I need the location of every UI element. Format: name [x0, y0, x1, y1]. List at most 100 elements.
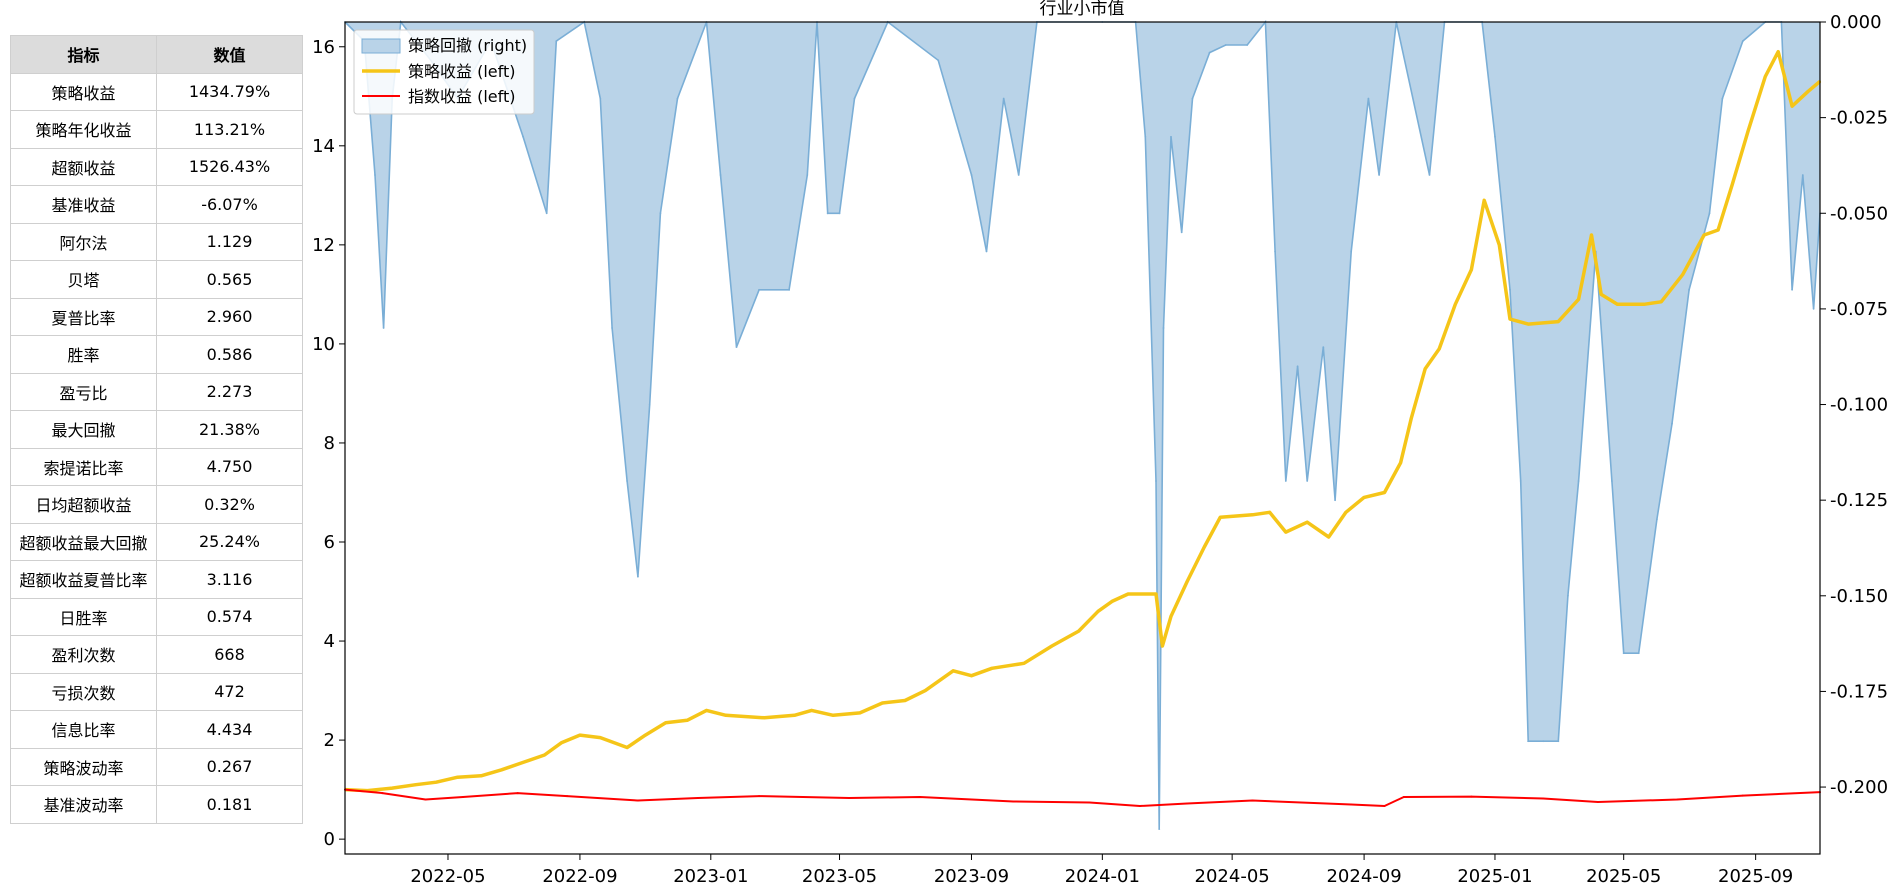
index-return-line: [344, 788, 1821, 807]
strategy-return-point: [500, 768, 503, 771]
metrics-row: 盈亏比 2.273: [10, 372, 303, 411]
drawdown-point: [1274, 250, 1276, 253]
legend-strategy-label: 策略收益 (left): [408, 62, 516, 81]
drawdown-point: [1002, 97, 1005, 100]
strategy-return-point: [644, 734, 647, 737]
strategy-return-point: [1600, 293, 1603, 296]
index-return-point: [848, 797, 851, 799]
index-return-point: [758, 795, 761, 798]
strategy-return-point: [1186, 580, 1189, 583]
strategy-return-point: [1097, 610, 1100, 613]
drawdown-point: [382, 327, 385, 329]
strategy-return-point: [924, 689, 927, 692]
metric-value: 3.116: [156, 560, 303, 599]
drawdown-point: [1322, 346, 1325, 348]
strategy-return-point: [599, 736, 602, 739]
metric-value: 0.586: [156, 335, 303, 374]
drawdown-point: [826, 212, 829, 215]
y-left-tick-label: 12: [312, 235, 335, 256]
metrics-row: 策略收益 1434.79%: [10, 72, 303, 111]
strategy-return-point: [456, 776, 459, 779]
drawdown-point: [1494, 135, 1496, 138]
index-return-point: [1088, 801, 1091, 804]
drawdown-point: [1519, 480, 1522, 482]
metric-name: 索提诺比率: [10, 447, 157, 486]
metric-value: 113.21%: [156, 110, 303, 149]
strategy-return-point: [793, 714, 796, 717]
drawdown-point: [1671, 422, 1673, 425]
drawdown-point: [1158, 828, 1161, 830]
legend-drawdown-swatch: [361, 38, 401, 54]
drawdown-point: [788, 288, 790, 291]
metric-name: 亏损次数: [10, 672, 157, 711]
y-left-tick-label: 14: [312, 136, 335, 157]
index-return-point: [1012, 800, 1015, 803]
strategy-return-point: [1557, 320, 1560, 323]
drawdown-point: [1017, 174, 1020, 176]
metric-name: 策略年化收益: [10, 110, 157, 149]
metric-name: 阿尔法: [10, 222, 157, 261]
drawdown-point: [1208, 51, 1211, 54]
drawdown-point: [1170, 135, 1172, 138]
strategy-return-point: [1470, 268, 1473, 271]
drawdown-point: [1812, 308, 1815, 310]
metric-name: 日均超额收益: [10, 485, 157, 524]
drawdown-point: [1306, 480, 1309, 482]
index-return-point: [516, 792, 519, 795]
index-return-point: [1402, 796, 1405, 798]
metrics-row: 日胜率 0.574: [10, 597, 303, 636]
x-tick-label: 2022-09: [542, 866, 617, 887]
strategy-return-point: [881, 702, 884, 704]
drawdown-point: [1367, 97, 1370, 100]
strategy-return-point: [1527, 323, 1530, 326]
strategy-return-point: [1717, 229, 1720, 231]
strategy-return-point: [1155, 593, 1157, 595]
metric-name: 最大回撤: [10, 410, 157, 449]
metric-value: 0.181: [156, 785, 303, 824]
strategy-return-point: [724, 714, 727, 717]
drawdown-point: [1144, 135, 1147, 138]
metric-name: 基准波动率: [10, 785, 157, 824]
metric-name: 策略收益: [10, 72, 157, 111]
strategy-return-point: [1807, 90, 1810, 93]
metrics-row: 策略波动率 0.267: [10, 747, 303, 786]
metric-value: -6.07%: [156, 185, 303, 224]
y-left-tick-label: 8: [324, 433, 335, 454]
strategy-return-point: [1284, 531, 1287, 534]
metrics-row: 超额收益 1526.43%: [10, 147, 303, 186]
strategy-return-point: [1399, 461, 1402, 464]
drawdown-point: [1162, 327, 1165, 329]
x-tick-label: 2023-05: [802, 866, 877, 887]
index-return-point: [1596, 801, 1599, 803]
metric-value: 1526.43%: [156, 147, 303, 186]
strategy-return-point: [1424, 367, 1427, 370]
index-return-point: [1542, 797, 1545, 800]
drawdown-point: [1191, 97, 1194, 100]
drawdown-point: [1224, 44, 1227, 46]
drawdown-point: [970, 174, 973, 176]
drawdown-point: [599, 97, 602, 100]
index-return-point: [696, 797, 699, 799]
y-left-tick-label: 6: [324, 532, 335, 553]
drawdown-point: [758, 288, 760, 291]
plot-frame: [344, 21, 1821, 855]
drawdown-point: [1688, 288, 1690, 291]
strategy-return-point: [1777, 50, 1780, 53]
chart-title: 行业小市值: [1040, 0, 1125, 19]
drawdown-point: [648, 403, 651, 406]
drawdown-point: [1611, 480, 1613, 482]
y-left-tick-label: 0: [324, 829, 335, 850]
strategy-return-point: [1438, 347, 1441, 350]
metrics-row: 信息比率 4.434: [10, 710, 303, 749]
metric-name: 日胜率: [10, 597, 157, 636]
strategy-return-point: [1170, 615, 1172, 618]
drawdown-point: [1741, 40, 1744, 42]
y-right-tick-label: -0.100: [1830, 395, 1888, 416]
strategy-return-point: [1219, 516, 1222, 519]
metrics-row: 日均超额收益 0.32%: [10, 485, 303, 524]
metric-name: 夏普比率: [10, 297, 157, 336]
strategy-return-point: [970, 674, 973, 677]
strategy-return-point: [1764, 75, 1767, 78]
strategy-return-point: [578, 734, 581, 737]
strategy-return-point: [1050, 645, 1053, 647]
